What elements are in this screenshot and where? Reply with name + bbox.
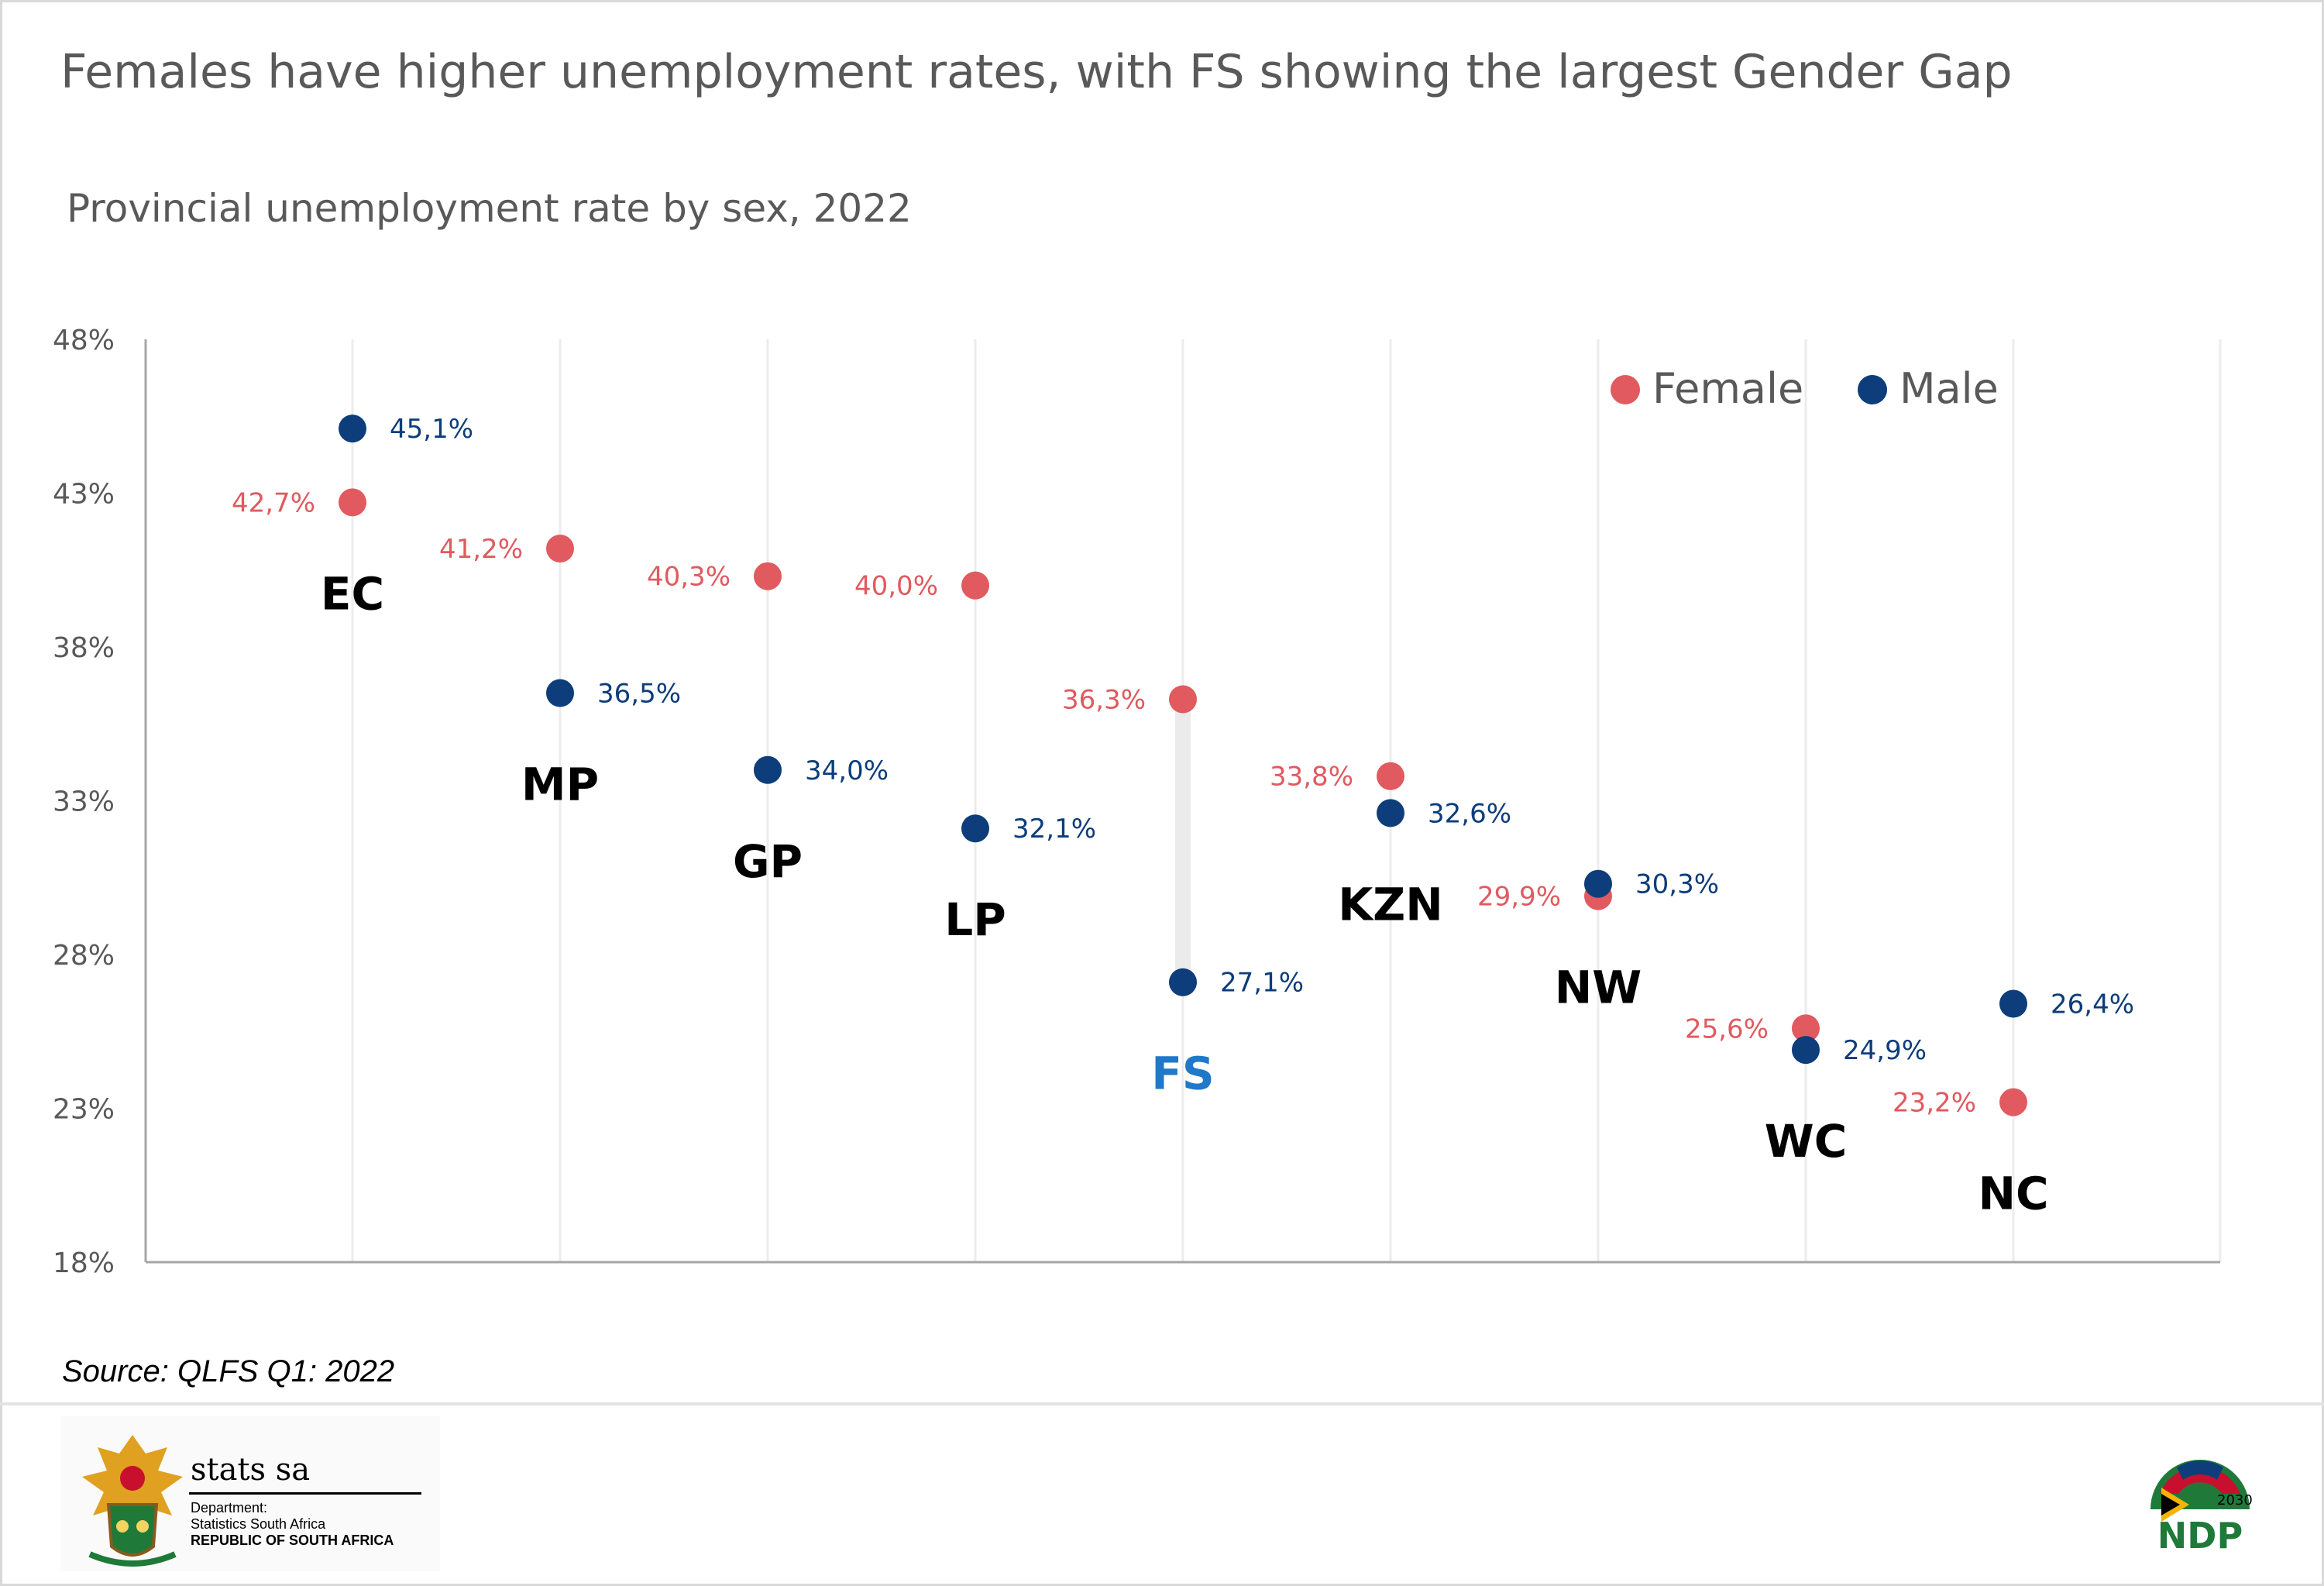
male-point-kzn: [1377, 799, 1404, 827]
legend-female-label: Female: [1652, 364, 1803, 413]
female-point-wc: [1792, 1014, 1820, 1043]
ndp-2030-logo: 2030 NDP: [2150, 1460, 2253, 1557]
female-point-mp: [546, 534, 574, 562]
female-data-label: 41,2%: [439, 534, 523, 565]
female-data-label: 25,6%: [1685, 1013, 1769, 1044]
category-label-nw: NW: [1555, 962, 1642, 1014]
category-label-mp: MP: [521, 759, 599, 811]
male-point-mp: [546, 679, 574, 707]
coat-of-arms-icon: [82, 1435, 183, 1567]
female-point-nc: [1999, 1088, 2027, 1116]
data-label-layer: 42,7% 45,1% 41,2% 36,5% 40,3% 34,0% 40,0% 32,1%…: [232, 414, 2134, 1118]
dept-line-3: REPUBLIC OF SOUTH AFRICA: [191, 1533, 394, 1548]
category-label-nc: NC: [1978, 1168, 2048, 1220]
male-point-gp: [754, 755, 782, 784]
legend-male-marker: [1858, 375, 1887, 404]
male-data-label: 32,6%: [1428, 798, 1511, 829]
chart-subtitle: Provincial unemployment rate by sex, 202…: [67, 186, 912, 231]
source-note: Source: QLFS Q1: 2022: [62, 1354, 395, 1388]
legend-male-label: Male: [1899, 364, 1999, 413]
male-point-wc: [1792, 1036, 1820, 1065]
y-tick-label: 38%: [53, 632, 115, 664]
wordmark-rule: [189, 1492, 421, 1495]
axis-layer: 18% 23% 28% 33% 38% 43% 48%: [53, 325, 2220, 1279]
category-label-kzn: KZN: [1338, 878, 1443, 931]
y-tick-label: 28%: [53, 940, 115, 972]
footer-divider: [0, 1402, 2324, 1405]
stats-sa-logo: stats sa Department: Statistics South Af…: [60, 1416, 440, 1571]
female-point-lp: [961, 571, 989, 600]
male-point-lp: [961, 814, 989, 843]
scatter-chart: 18% 23% 28% 33% 38% 43% 48% 42,7% 45,1% 41,2% 36,…: [53, 325, 2222, 1279]
female-data-label: 40,0%: [854, 571, 938, 602]
dept-line-2: Statistics South Africa: [191, 1516, 326, 1532]
category-label-layer: EC MP GP LP FS KZN NW WC NC: [321, 567, 2049, 1220]
male-data-label: 24,9%: [1843, 1035, 1927, 1066]
chart-title: Females have higher unemployment rates, …: [60, 45, 2013, 99]
legend: Female Male: [1611, 364, 1999, 413]
female-data-label: 29,9%: [1477, 882, 1561, 913]
gender-gap-layer: [1175, 699, 1191, 982]
y-tick-label: 33%: [53, 786, 115, 818]
female-point-ec: [339, 488, 366, 517]
female-point-fs: [1169, 685, 1197, 714]
legend-female-marker: [1611, 375, 1640, 404]
category-label-gp: GP: [733, 835, 803, 888]
male-data-label: 26,4%: [2051, 989, 2134, 1020]
category-label-ec: EC: [321, 567, 384, 620]
grid-layer: [351, 339, 2222, 1262]
male-data-label: 45,1%: [390, 414, 473, 445]
y-tick-label: 18%: [53, 1247, 115, 1279]
male-point-ec: [339, 415, 366, 443]
y-tick-label: 23%: [53, 1094, 115, 1126]
male-data-label: 30,3%: [1635, 869, 1719, 900]
female-data-label: 42,7%: [232, 487, 315, 518]
dept-line-1: Department:: [191, 1500, 268, 1515]
ndp-year: 2030: [2217, 1492, 2253, 1509]
female-data-label: 23,2%: [1893, 1088, 1976, 1119]
female-data-label: 40,3%: [647, 562, 731, 593]
category-label-fs: FS: [1151, 1048, 1214, 1100]
male-point-nw: [1584, 869, 1612, 898]
male-data-label: 34,0%: [805, 755, 889, 786]
ndp-text: NDP: [2157, 1515, 2243, 1557]
female-point-kzn: [1377, 762, 1404, 790]
female-point-gp: [754, 562, 782, 590]
male-point-nc: [1999, 989, 2027, 1018]
y-tick-label: 43%: [53, 479, 115, 511]
female-data-label: 36,3%: [1062, 684, 1146, 715]
department-text: Department: Statistics South Africa REPU…: [191, 1500, 394, 1549]
female-data-label: 33,8%: [1270, 762, 1353, 793]
male-data-label: 36,5%: [597, 679, 681, 710]
y-tick-label: 48%: [53, 325, 115, 356]
gender-gap-bar: [1175, 699, 1191, 982]
male-data-label: 27,1%: [1220, 968, 1304, 999]
point-layer: [339, 415, 2027, 1116]
male-data-label: 32,1%: [1012, 814, 1096, 845]
category-label-lp: LP: [944, 893, 1006, 946]
male-point-fs: [1169, 968, 1197, 996]
stats-sa-wordmark: stats sa: [191, 1452, 311, 1488]
category-label-wc: WC: [1765, 1115, 1848, 1168]
